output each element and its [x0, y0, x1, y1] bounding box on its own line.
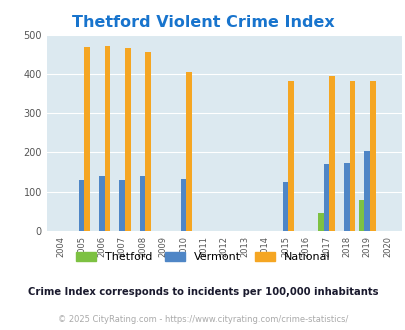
Bar	[288, 81, 293, 231]
Text: Thetford Violent Crime Index: Thetford Violent Crime Index	[71, 15, 334, 30]
Bar	[125, 48, 130, 231]
Legend: Thetford, Vermont, National: Thetford, Vermont, National	[71, 248, 334, 267]
Bar	[349, 82, 354, 231]
Bar	[358, 200, 364, 231]
Bar	[369, 82, 375, 231]
Bar	[180, 179, 186, 231]
Bar	[145, 52, 151, 231]
Bar	[323, 164, 328, 231]
Bar	[104, 46, 110, 231]
Bar	[364, 151, 369, 231]
Bar	[343, 163, 349, 231]
Bar	[282, 182, 288, 231]
Bar	[84, 47, 90, 231]
Bar	[318, 213, 323, 231]
Bar	[140, 176, 145, 231]
Text: © 2025 CityRating.com - https://www.cityrating.com/crime-statistics/: © 2025 CityRating.com - https://www.city…	[58, 315, 347, 324]
Bar	[79, 180, 84, 231]
Text: Crime Index corresponds to incidents per 100,000 inhabitants: Crime Index corresponds to incidents per…	[28, 287, 377, 297]
Bar	[186, 72, 191, 231]
Bar	[99, 176, 104, 231]
Bar	[328, 76, 334, 231]
Bar	[119, 180, 125, 231]
